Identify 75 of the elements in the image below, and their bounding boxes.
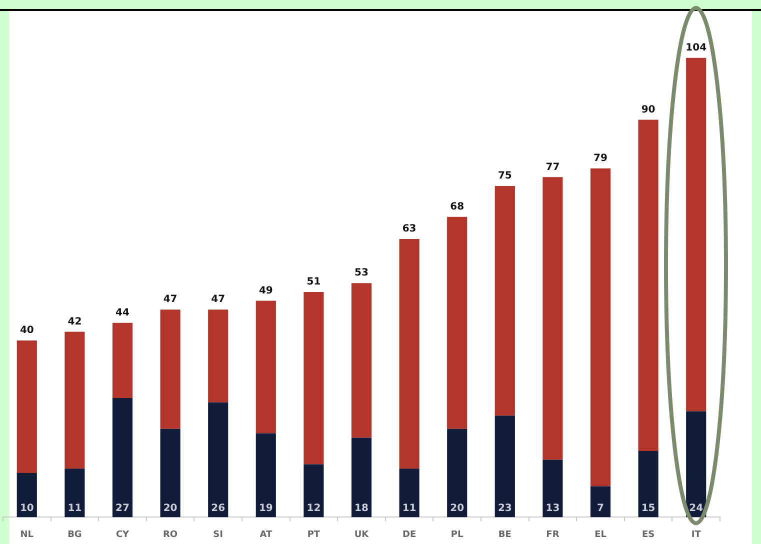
bar	[399, 238, 420, 469]
bar	[399, 468, 420, 518]
total-label: 53	[354, 268, 368, 279]
total-label: 104	[686, 42, 707, 54]
x-tick-label: DE	[402, 530, 416, 540]
data-label: 23	[498, 502, 512, 514]
total-label: 49	[258, 285, 273, 296]
data-label: 19	[258, 502, 273, 514]
x-tick-label: CY	[116, 530, 130, 540]
x-tick-label: ES	[642, 530, 655, 540]
total-label: 42	[68, 316, 82, 328]
data-label: 12	[306, 502, 321, 514]
bar	[638, 120, 658, 451]
total-label: 63	[402, 224, 416, 235]
bar	[351, 438, 372, 518]
data-label: 7	[597, 502, 604, 514]
total-label: 90	[641, 104, 656, 116]
data-label: 10	[20, 502, 34, 514]
bar	[160, 428, 180, 518]
bar	[208, 402, 228, 518]
x-tick-label: EL	[594, 530, 607, 540]
bar	[160, 310, 180, 429]
data-label: 20	[163, 502, 178, 514]
data-label: 11	[402, 502, 416, 514]
bar	[351, 283, 372, 438]
x-tick-label: PT	[307, 530, 321, 540]
bar	[447, 216, 468, 429]
bar	[256, 300, 276, 434]
x-tick-label: BG	[68, 530, 82, 540]
bar	[208, 310, 228, 402]
data-label: 11	[68, 502, 82, 514]
x-tick-label: RO	[163, 530, 178, 540]
data-label: 15	[641, 502, 656, 514]
bar	[112, 398, 133, 518]
total-label: 79	[594, 152, 608, 164]
bar	[64, 468, 85, 518]
x-tick-label: FR	[546, 530, 560, 540]
x-tick-label: UK	[354, 530, 370, 540]
data-label: 24	[689, 502, 704, 514]
x-tick-label: BE	[498, 530, 512, 540]
total-label: 75	[498, 170, 512, 182]
bar	[112, 322, 133, 398]
bar	[16, 340, 37, 474]
total-label: 47	[211, 294, 226, 306]
bar	[447, 428, 468, 518]
bar	[590, 168, 611, 486]
bar	[64, 332, 85, 469]
data-label: 18	[354, 502, 368, 514]
bar	[686, 411, 706, 518]
bar	[494, 186, 515, 416]
total-label: 51	[306, 276, 321, 288]
bar	[686, 58, 706, 412]
data-label: 27	[116, 502, 130, 514]
total-label: 68	[450, 202, 464, 212]
bar	[590, 486, 611, 518]
data-label: 26	[211, 502, 226, 514]
data-label: 20	[450, 502, 464, 514]
x-tick-label: SI	[213, 530, 224, 540]
x-tick-label: NL	[20, 530, 34, 540]
bar	[542, 460, 563, 518]
bar	[542, 177, 563, 460]
bar	[16, 473, 37, 518]
bar	[256, 433, 276, 518]
total-label: 47	[163, 294, 178, 306]
data-label: 13	[546, 502, 560, 514]
x-tick-label: IT	[691, 530, 702, 540]
bar	[304, 464, 324, 518]
bar	[638, 450, 658, 518]
x-tick-label: PL	[450, 530, 464, 540]
bar	[494, 416, 515, 518]
total-label: 44	[116, 307, 130, 318]
total-label: 77	[546, 162, 560, 173]
x-tick-label: AT	[260, 530, 273, 540]
bar	[304, 292, 324, 464]
total-label: 40	[20, 325, 34, 336]
